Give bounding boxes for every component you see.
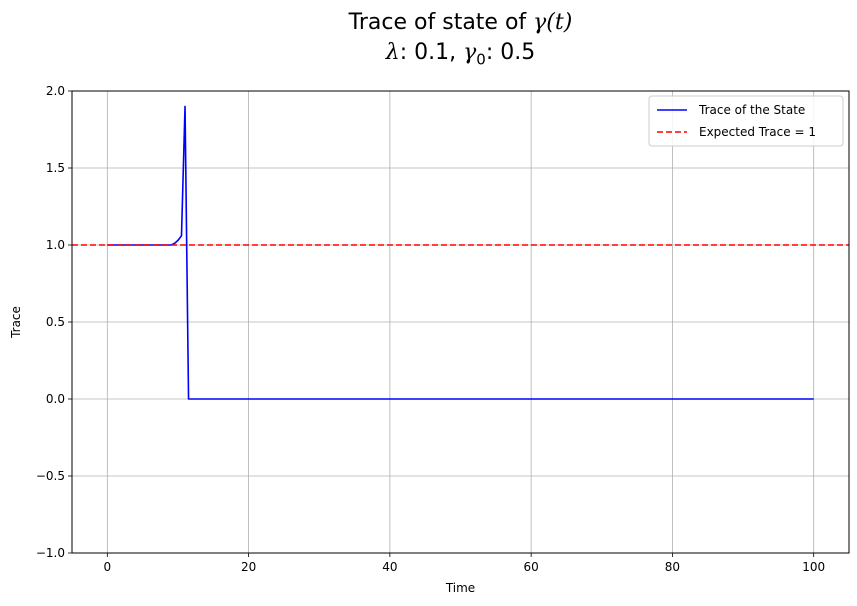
axis-ticks: 0 20 40 60 80 100 −1.0 −0.5 0.0 0.5 1.0 1.5 2.0	[36, 84, 825, 574]
trace-state-line	[107, 105, 814, 400]
legend-label: Trace of the State	[698, 103, 805, 117]
x-tick-label: 80	[665, 560, 680, 574]
x-tick-label: 100	[802, 560, 825, 574]
legend: Trace of the State Expected Trace = 1	[648, 95, 844, 147]
y-tick-label: −1.0	[36, 546, 65, 560]
chart-title: Trace of state of γ(t) λ: 0.1, γ0: 0.5	[72, 8, 849, 74]
title-line-1: Trace of state of γ(t)	[348, 10, 573, 35]
series-layer	[72, 105, 849, 400]
x-tick-label: 20	[241, 560, 256, 574]
y-tick-label: −0.5	[36, 469, 65, 483]
title-line-2: λ: 0.1, γ0: 0.5	[385, 40, 536, 69]
y-axis-label: Trace	[9, 306, 23, 339]
x-axis-label: Time	[445, 581, 475, 595]
y-tick-label: 2.0	[46, 84, 65, 98]
grid-lines	[72, 90, 849, 554]
x-tick-label: 40	[382, 560, 397, 574]
legend-label: Expected Trace = 1	[699, 125, 816, 139]
y-tick-label: 0.5	[46, 315, 65, 329]
x-tick-label: 0	[103, 560, 111, 574]
y-tick-label: 0.0	[46, 392, 65, 406]
y-tick-label: 1.5	[46, 161, 65, 175]
legend-box	[648, 95, 844, 147]
x-tick-label: 60	[523, 560, 538, 574]
y-tick-label: 1.0	[46, 238, 65, 252]
